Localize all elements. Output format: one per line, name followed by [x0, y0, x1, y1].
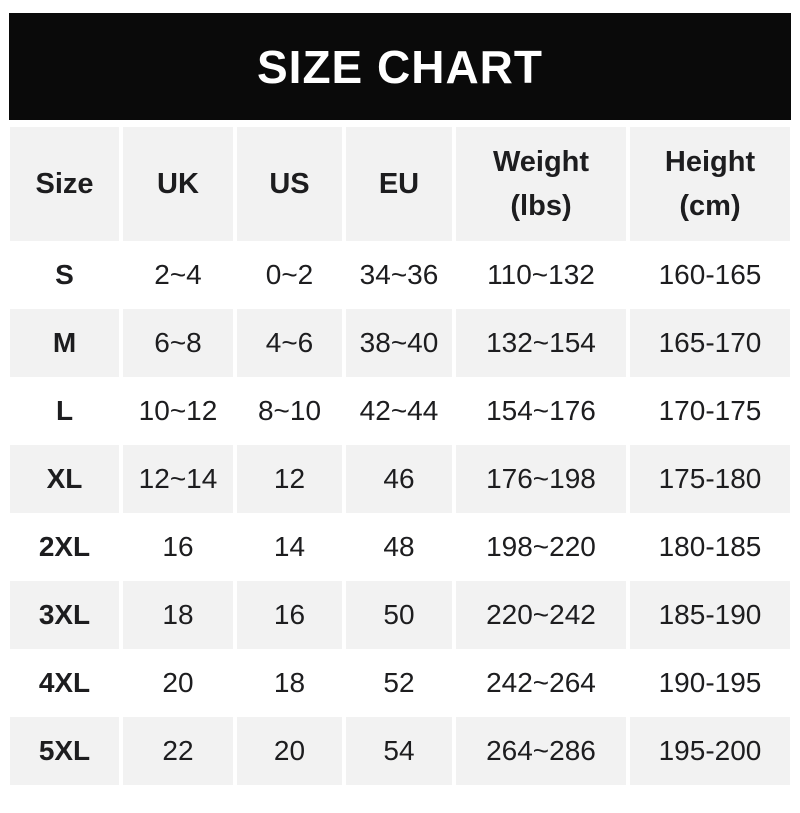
row-size-label: 3XL	[10, 581, 119, 649]
table-cell: 22	[123, 717, 233, 785]
page-title: SIZE CHART	[257, 40, 543, 93]
table-cell: 180-185	[630, 513, 790, 581]
table-cell: 190-195	[630, 649, 790, 717]
column-header-line: US	[269, 168, 310, 200]
table-cell: 220~242	[456, 581, 626, 649]
table-cell: 10~12	[123, 377, 233, 445]
column-header-uk: UK	[123, 127, 233, 241]
table-cell: 38~40	[346, 309, 452, 377]
row-size-label: S	[10, 241, 119, 309]
size-table: Size UK US EU Weight (lbs) Height (cm) S 2~4 0~2 34…	[10, 127, 790, 785]
column-header-line: Height	[664, 146, 756, 178]
table-cell: 198~220	[456, 513, 626, 581]
table-cell: 0~2	[237, 241, 342, 309]
row-size-label: 4XL	[10, 649, 119, 717]
table-cell: 175-180	[630, 445, 790, 513]
table-cell: 52	[346, 649, 452, 717]
column-header-size: Size	[10, 127, 119, 241]
table-cell: 46	[346, 445, 452, 513]
table-cell: 50	[346, 581, 452, 649]
row-size-label: 5XL	[10, 717, 119, 785]
table-cell: 154~176	[456, 377, 626, 445]
table-cell: 195-200	[630, 717, 790, 785]
row-size-label: M	[10, 309, 119, 377]
row-size-label: XL	[10, 445, 119, 513]
table-cell: 18	[237, 649, 342, 717]
table-cell: 34~36	[346, 241, 452, 309]
column-header-weight-lbs: Weight (lbs)	[456, 127, 626, 241]
table-cell: 12~14	[123, 445, 233, 513]
column-header-line: Size	[35, 168, 94, 200]
table-cell: 12	[237, 445, 342, 513]
column-header-line: Weight	[492, 146, 590, 178]
table-cell: 54	[346, 717, 452, 785]
table-cell: 48	[346, 513, 452, 581]
column-header-line: EU	[378, 168, 420, 200]
table-cell: 14	[237, 513, 342, 581]
row-size-label: 2XL	[10, 513, 119, 581]
column-header-height-cm: Height (cm)	[630, 127, 790, 241]
column-header-line: UK	[157, 168, 199, 200]
table-cell: 176~198	[456, 445, 626, 513]
table-cell: 6~8	[123, 309, 233, 377]
table-cell: 110~132	[456, 241, 626, 309]
table-cell: 42~44	[346, 377, 452, 445]
table-cell: 132~154	[456, 309, 626, 377]
column-header-us: US	[237, 127, 342, 241]
table-cell: 242~264	[456, 649, 626, 717]
table-cell: 170-175	[630, 377, 790, 445]
table-cell: 8~10	[237, 377, 342, 445]
table-cell: 18	[123, 581, 233, 649]
column-header-line: (cm)	[679, 190, 741, 222]
table-cell: 16	[123, 513, 233, 581]
column-header-eu: EU	[346, 127, 452, 241]
table-cell: 185-190	[630, 581, 790, 649]
table-cell: 20	[237, 717, 342, 785]
banner: SIZE CHART	[9, 13, 791, 120]
table-cell: 165-170	[630, 309, 790, 377]
table-cell: 20	[123, 649, 233, 717]
table-cell: 4~6	[237, 309, 342, 377]
table-cell: 264~286	[456, 717, 626, 785]
table-cell: 2~4	[123, 241, 233, 309]
table-cell: 16	[237, 581, 342, 649]
table-cell: 160-165	[630, 241, 790, 309]
column-header-line: (lbs)	[510, 190, 572, 222]
row-size-label: L	[10, 377, 119, 445]
